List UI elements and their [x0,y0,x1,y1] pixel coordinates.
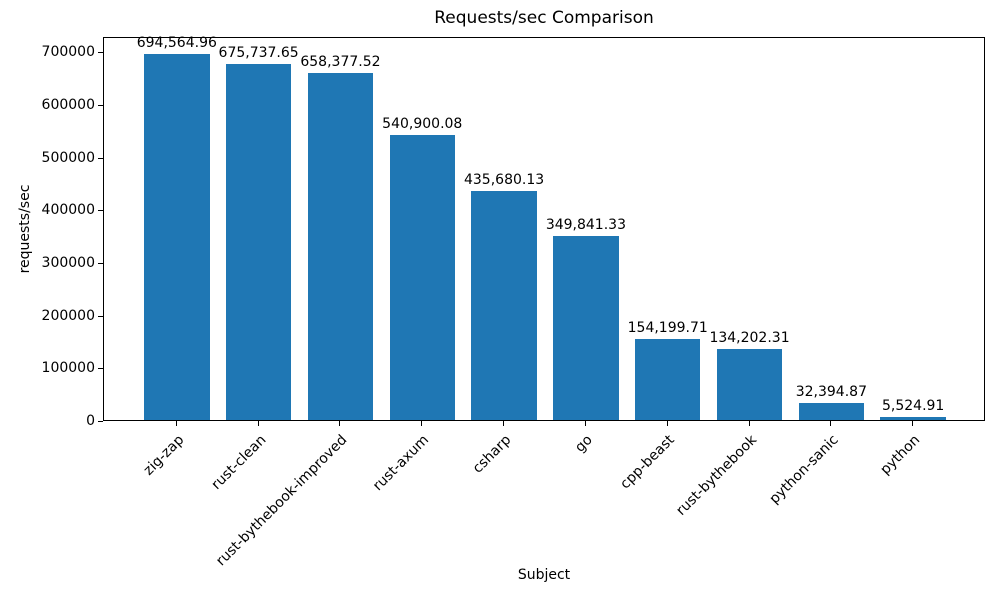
bar-rust-clean [225,64,292,420]
y-tick-mark [98,105,103,107]
y-tick-label: 600000 [41,97,95,114]
bar-python-sanic [798,402,865,420]
bar-value-label: 349,841.33 [545,216,626,233]
y-tick-label: 400000 [41,202,95,219]
x-tick-mark [748,421,750,426]
bar-python [880,417,946,420]
x-tick-mark [175,421,177,426]
bar-value-label: 134,202.31 [709,330,790,347]
bar-rust-axum [389,135,455,420]
x-tick-mark [912,421,914,426]
bar-value-label: 154,199.71 [627,319,708,336]
bar-value-label: 540,900.08 [382,116,463,133]
bar-go [553,235,619,420]
y-tick-mark [98,315,103,317]
bar-value-label: 658,377.52 [300,54,381,71]
y-tick-mark [98,368,103,370]
bar-value-label: 675,737.65 [218,45,299,62]
x-tick-label-rust-bythebook-improved: rust-bythebook-improved [213,432,351,570]
bar-rust-bythebook [716,349,783,420]
y-tick-label: 700000 [41,44,95,61]
y-tick-mark [98,52,103,54]
plot-area: 694,564.96 675,737.65 658,377.52 540,900.08… [103,35,985,421]
x-tick-label-anchor: python [672,429,924,478]
bar-value-label: 32,394.87 [795,383,867,400]
bar-zig-zap [144,54,210,420]
x-tick-mark [257,421,259,426]
y-tick-mark [98,210,103,212]
x-axis-label: Subject [517,567,571,583]
bar-cpp-beast [635,338,701,420]
bar-csharp [471,190,537,420]
x-tick-mark [421,421,423,426]
y-axis-label: requests/sec [17,184,33,274]
x-tick-mark [830,421,832,426]
bar-value-label: 694,564.96 [136,35,217,52]
x-tick-mark [339,421,341,426]
chart-title: Requests/sec Comparison [434,8,654,28]
bar-value-label: 5,524.91 [882,398,945,415]
y-tick-label: 300000 [41,255,95,272]
bar-rust-bythebook-improved [307,73,374,420]
y-tick-mark [98,157,103,159]
y-tick-mark [98,263,103,265]
x-tick-mark [584,421,586,426]
x-tick-mark [666,421,668,426]
x-tick-mark [503,421,505,426]
y-tick-mark [98,421,103,422]
bar-value-label: 435,680.13 [463,171,545,188]
y-tick-label: 500000 [41,149,95,166]
y-tick-label: 200000 [41,307,95,324]
y-tick-label: 0 [86,413,95,429]
x-tick-label-python: python [877,432,924,478]
y-tick-label: 100000 [41,360,95,377]
